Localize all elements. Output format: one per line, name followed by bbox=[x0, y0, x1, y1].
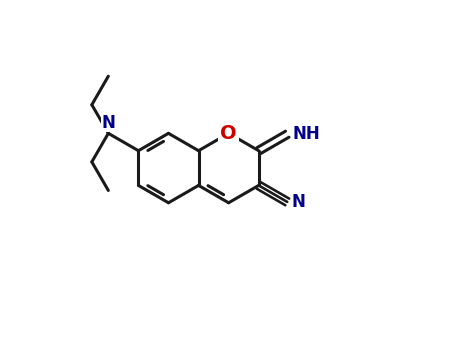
Text: N: N bbox=[101, 114, 115, 132]
Text: N: N bbox=[291, 193, 305, 211]
Text: NH: NH bbox=[293, 125, 320, 143]
Text: O: O bbox=[220, 124, 237, 143]
